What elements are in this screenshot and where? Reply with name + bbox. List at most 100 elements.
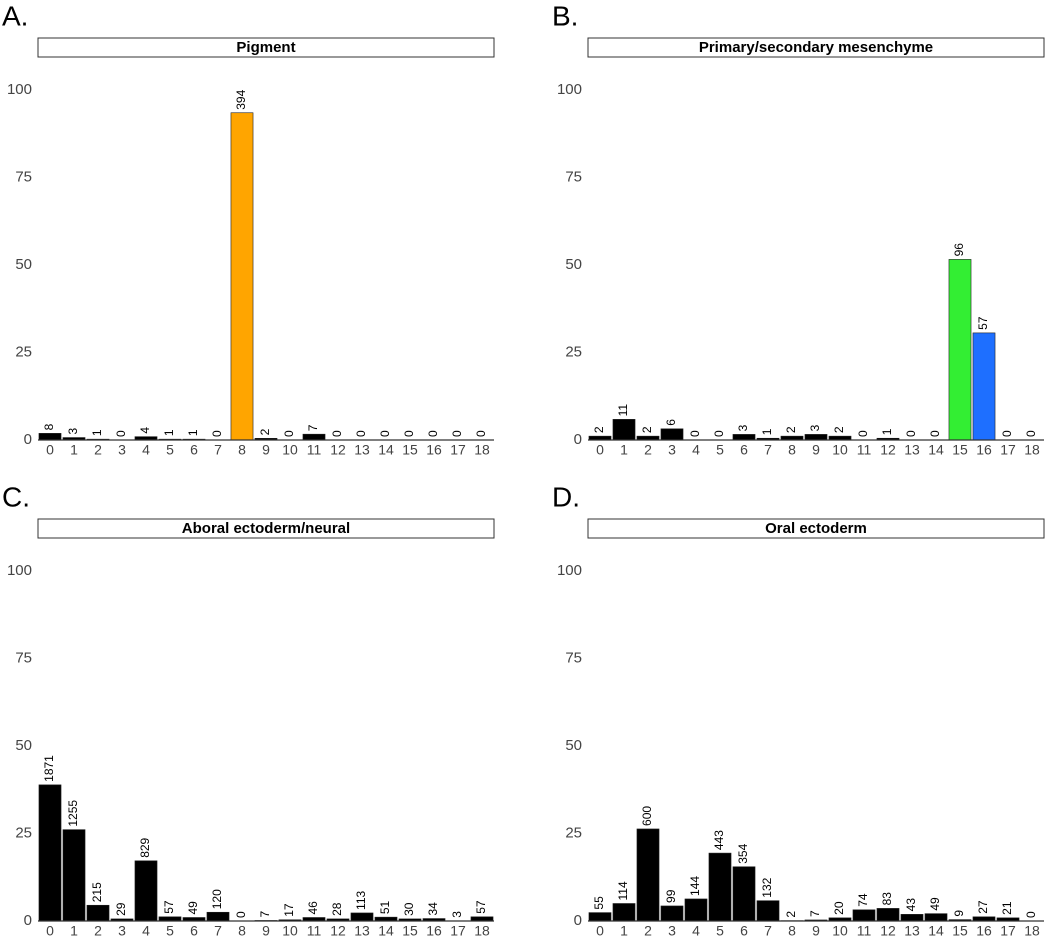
count-label: 96 — [952, 243, 966, 257]
count-label: 0 — [354, 430, 368, 437]
x-tick-label: 4 — [692, 923, 700, 938]
count-label: 7 — [808, 910, 822, 917]
x-tick-label: 16 — [426, 923, 442, 938]
y-tick-label: 100 — [7, 562, 32, 579]
count-label: 4 — [138, 427, 152, 434]
y-tick-label: 75 — [15, 168, 32, 185]
count-label: 829 — [138, 837, 152, 857]
count-label: 0 — [1024, 430, 1038, 437]
x-tick-label: 4 — [142, 923, 150, 938]
x-tick-label: 3 — [668, 442, 676, 458]
strip — [37, 518, 495, 539]
x-tick-label: 1 — [70, 923, 78, 938]
x-tick-label: 7 — [764, 923, 772, 938]
count-label: 30 — [402, 902, 416, 916]
x-tick-label: 13 — [354, 442, 370, 458]
count-label: 600 — [640, 806, 654, 826]
x-tick-label: 0 — [596, 923, 604, 938]
bar — [660, 428, 684, 441]
x-tick-label: 13 — [904, 442, 920, 458]
bar — [38, 433, 62, 441]
x-tick-label: 10 — [832, 923, 848, 938]
count-label: 144 — [688, 876, 702, 896]
bar — [924, 913, 948, 922]
bar — [900, 914, 924, 922]
y-tick-label: 0 — [24, 431, 32, 448]
x-tick-label: 6 — [190, 442, 198, 458]
y-tick-label: 50 — [15, 256, 32, 273]
x-tick-label: 14 — [928, 923, 944, 938]
y-tick-label: 75 — [15, 649, 32, 666]
y-tick-label: 50 — [565, 737, 582, 754]
bar — [948, 259, 972, 441]
x-tick-label: 5 — [166, 923, 174, 938]
count-label: 29 — [114, 902, 128, 916]
count-label: 21 — [1000, 901, 1014, 915]
count-label: 43 — [904, 898, 918, 912]
panel-label: B. — [552, 0, 578, 31]
x-tick-label: 8 — [788, 923, 796, 938]
y-tick-label: 50 — [565, 256, 582, 273]
y-tick-label: 75 — [565, 168, 582, 185]
count-label: 0 — [904, 430, 918, 437]
x-tick-label: 8 — [788, 442, 796, 458]
x-tick-label: 11 — [307, 442, 322, 458]
bar — [158, 916, 182, 922]
y-tick-label: 50 — [15, 737, 32, 754]
x-tick-label: 12 — [880, 923, 896, 938]
x-tick-label: 7 — [214, 923, 222, 938]
bar — [684, 898, 708, 922]
x-tick-label: 0 — [596, 442, 604, 458]
x-tick-label: 11 — [307, 923, 322, 938]
y-tick-label: 25 — [565, 343, 582, 360]
x-tick-label: 2 — [94, 923, 102, 938]
bar — [134, 860, 158, 922]
count-label: 6 — [664, 419, 678, 426]
bar — [302, 433, 326, 441]
count-label: 0 — [114, 430, 128, 437]
count-label: 114 — [616, 881, 630, 900]
count-label: 0 — [282, 430, 296, 437]
bar — [350, 912, 374, 922]
x-tick-label: 11 — [857, 923, 872, 938]
x-tick-label: 4 — [692, 442, 700, 458]
count-label: 132 — [760, 877, 774, 897]
y-tick-label: 100 — [557, 562, 582, 579]
bar — [852, 909, 876, 922]
count-label: 1 — [186, 429, 200, 436]
bar — [38, 784, 62, 922]
x-tick-label: 8 — [238, 923, 246, 938]
count-label: 1 — [162, 429, 176, 436]
count-label: 34 — [426, 902, 440, 916]
x-tick-label: 0 — [46, 923, 54, 938]
x-tick-label: 0 — [46, 442, 54, 458]
x-tick-label: 6 — [740, 923, 748, 938]
count-label: 9 — [952, 910, 966, 917]
x-tick-label: 18 — [474, 923, 490, 938]
count-label: 2 — [640, 426, 654, 433]
count-label: 49 — [186, 901, 200, 915]
bar — [732, 866, 756, 922]
x-tick-label: 11 — [857, 442, 872, 458]
bar — [756, 900, 780, 922]
bar — [470, 916, 494, 922]
count-label: 1 — [90, 429, 104, 436]
count-label: 394 — [234, 89, 248, 109]
x-tick-label: 14 — [378, 442, 394, 458]
y-tick-label: 0 — [574, 912, 582, 929]
x-tick-label: 17 — [1000, 442, 1016, 458]
strip — [37, 37, 495, 58]
bar — [972, 916, 996, 922]
count-label: 3 — [736, 424, 750, 431]
x-tick-label: 3 — [668, 923, 676, 938]
count-label: 3 — [808, 424, 822, 431]
count-label: 2 — [784, 426, 798, 433]
count-label: 0 — [210, 430, 224, 437]
count-label: 0 — [1024, 911, 1038, 918]
x-tick-label: 2 — [644, 923, 652, 938]
x-tick-label: 6 — [740, 442, 748, 458]
count-label: 8 — [42, 423, 56, 430]
x-tick-label: 4 — [142, 442, 150, 458]
x-tick-label: 18 — [1024, 442, 1040, 458]
